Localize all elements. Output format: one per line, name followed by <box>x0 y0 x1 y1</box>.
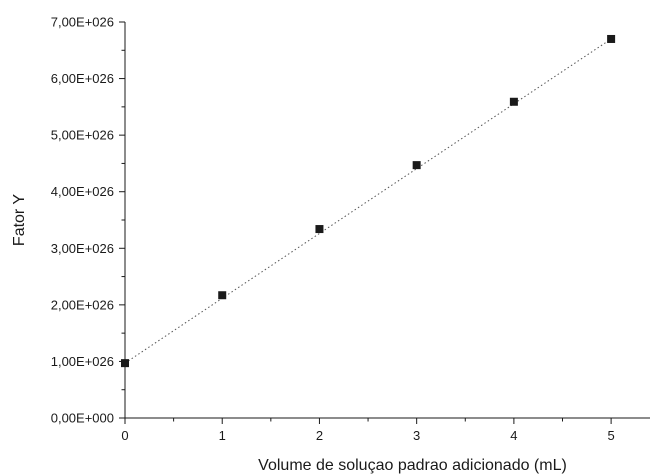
y-tick-label: 1,00E+026 <box>51 354 114 369</box>
x-tick-label: 4 <box>510 428 517 443</box>
data-point <box>218 291 227 300</box>
data-point <box>121 359 129 368</box>
y-tick-label: 0,00E+000 <box>51 411 114 426</box>
ticks <box>119 21 612 424</box>
y-axis-title: Fator Y <box>11 194 28 247</box>
y-tick-label: 5,00E+026 <box>51 128 114 143</box>
x-tick-label: 5 <box>607 428 614 443</box>
y-tick-label: 7,00E+026 <box>51 15 114 30</box>
fit-line <box>124 38 612 364</box>
x-tick-label: 3 <box>413 428 420 443</box>
data-point <box>412 161 421 170</box>
x-tick-label: 0 <box>121 428 128 443</box>
y-tick-label: 4,00E+026 <box>51 184 114 199</box>
data-points <box>121 34 616 368</box>
data-point <box>509 97 518 106</box>
x-axis-title: Volume de soluçao padrao adicionado (mL) <box>258 457 567 474</box>
data-point <box>607 34 616 43</box>
fit-line-group <box>124 38 612 364</box>
y-tick-label: 3,00E+026 <box>51 241 114 256</box>
axes <box>124 22 650 419</box>
x-tick-label: 1 <box>219 428 226 443</box>
x-tick-label: 2 <box>316 428 323 443</box>
tick-labels: 0 1 2 3 4 5 0,00E+000 1,00E+026 2,00E+026 3,00E+0… <box>51 15 615 444</box>
y-tick-label: 2,00E+026 <box>51 297 114 312</box>
y-tick-label: 6,00E+026 <box>51 71 114 86</box>
data-point <box>315 225 324 234</box>
